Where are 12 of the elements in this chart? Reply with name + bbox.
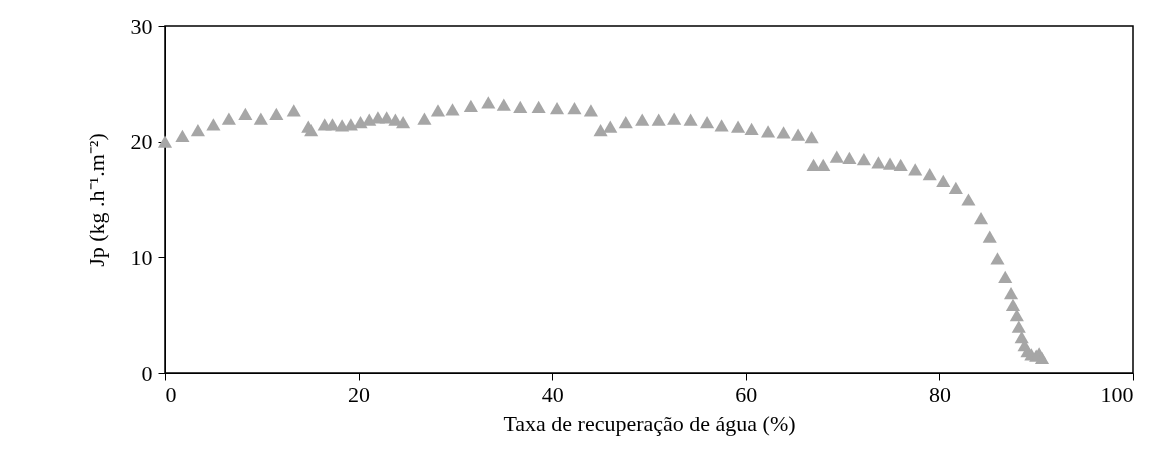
- y-tick-label: 30: [130, 13, 153, 39]
- y-tick-label: 10: [130, 244, 153, 270]
- x-axis-title: Taxa de recuperação de água (%): [503, 410, 796, 436]
- x-tick-label: 60: [735, 381, 758, 407]
- x-tick-label: 20: [348, 381, 371, 407]
- y-tick-label: 0: [141, 360, 153, 386]
- x-tick-label: 80: [928, 381, 951, 407]
- x-tick-label: 40: [541, 381, 564, 407]
- y-tick-label: 20: [130, 129, 153, 155]
- x-tick-label: 0: [165, 381, 177, 407]
- x-tick-label: 100: [1100, 381, 1134, 407]
- y-axis-title: Jp (kg .h⁻¹.m⁻²): [83, 133, 109, 267]
